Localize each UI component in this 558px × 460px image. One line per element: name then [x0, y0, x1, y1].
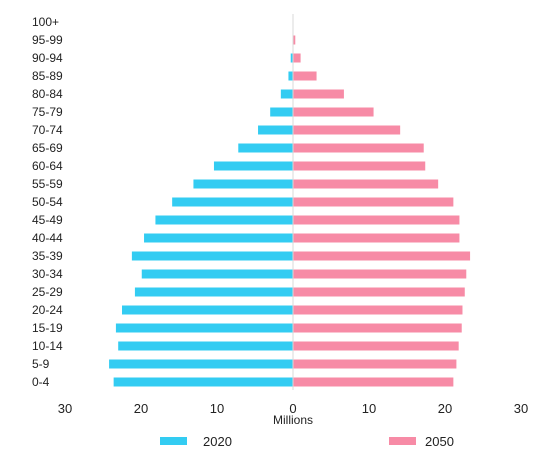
bar-2050-50-54 [293, 198, 453, 207]
bar-2050-75-79 [293, 108, 374, 117]
age-label-35-39: 35-39 [32, 249, 63, 263]
age-label-85-89: 85-89 [32, 69, 63, 83]
bar-2050-90-94 [293, 54, 301, 63]
age-label-80-84: 80-84 [32, 87, 63, 101]
age-label-40-44: 40-44 [32, 231, 63, 245]
bar-2050-35-39 [293, 252, 470, 261]
age-label-50-54: 50-54 [32, 195, 63, 209]
age-label-75-79: 75-79 [32, 105, 63, 119]
bar-2020-10-14 [118, 342, 293, 351]
series-2020-bars [109, 18, 293, 387]
age-label-15-19: 15-19 [32, 321, 63, 335]
age-label-55-59: 55-59 [32, 177, 63, 191]
legend: 2020 2050 [160, 434, 454, 449]
age-label-25-29: 25-29 [32, 285, 63, 299]
age-label-0-4: 0-4 [32, 375, 50, 389]
legend-label-2020: 2020 [203, 434, 232, 449]
bar-2020-80-84 [281, 90, 293, 99]
age-label-20-24: 20-24 [32, 303, 63, 317]
bar-2020-25-29 [135, 288, 293, 297]
legend-label-2050: 2050 [425, 434, 454, 449]
bar-2020-0-4 [114, 378, 293, 387]
bar-2050-15-19 [293, 324, 462, 333]
age-label-90-94: 90-94 [32, 51, 63, 65]
bar-2020-35-39 [132, 252, 293, 261]
bar-2050-45-49 [293, 216, 459, 225]
bar-2020-5-9 [109, 360, 293, 369]
bar-2050-30-34 [293, 270, 466, 279]
age-label-65-69: 65-69 [32, 141, 63, 155]
legend-swatch-2050 [389, 437, 416, 445]
bar-2020-60-64 [214, 162, 293, 171]
bar-2050-25-29 [293, 288, 465, 297]
bar-2020-75-79 [270, 108, 293, 117]
age-label-10-14: 10-14 [32, 339, 63, 353]
bar-2050-80-84 [293, 90, 344, 99]
x-axis-title: Millions [273, 413, 313, 427]
age-group-labels: 100+ 95-99 90-94 85-89 80-84 75-79 70-74 65-69 6… [32, 15, 63, 389]
bar-2020-40-44 [144, 234, 293, 243]
bar-2050-40-44 [293, 234, 459, 243]
age-label-100+: 100+ [32, 15, 59, 29]
bar-2050-60-64 [293, 162, 425, 171]
bar-2020-30-34 [142, 270, 293, 279]
age-label-60-64: 60-64 [32, 159, 63, 173]
bar-2020-15-19 [116, 324, 293, 333]
bar-2050-10-14 [293, 342, 459, 351]
age-label-30-34: 30-34 [32, 267, 63, 281]
bar-2020-85-89 [288, 72, 293, 81]
bar-2050-0-4 [293, 378, 453, 387]
bar-2020-20-24 [122, 306, 293, 315]
bar-2050-5-9 [293, 360, 456, 369]
age-label-95-99: 95-99 [32, 33, 63, 47]
bar-2050-70-74 [293, 126, 400, 135]
bar-2020-65-69 [238, 144, 293, 153]
x-tick-label: 10 [362, 401, 376, 416]
x-tick-label: 30 [514, 401, 528, 416]
bar-2050-20-24 [293, 306, 462, 315]
x-tick-label: 20 [438, 401, 452, 416]
x-tick-label: 10 [210, 401, 224, 416]
series-2050-bars [293, 18, 470, 387]
bar-2020-55-59 [193, 180, 293, 189]
bar-2050-55-59 [293, 180, 438, 189]
bar-2020-70-74 [258, 126, 293, 135]
bar-2020-50-54 [172, 198, 293, 207]
legend-swatch-2020 [160, 437, 187, 445]
bar-2020-45-49 [155, 216, 293, 225]
bar-2050-65-69 [293, 144, 424, 153]
bar-2050-85-89 [293, 72, 317, 81]
age-label-70-74: 70-74 [32, 123, 63, 137]
age-label-45-49: 45-49 [32, 213, 63, 227]
x-tick-label: 30 [58, 401, 72, 416]
age-label-5-9: 5-9 [32, 357, 50, 371]
x-tick-label: 20 [134, 401, 148, 416]
